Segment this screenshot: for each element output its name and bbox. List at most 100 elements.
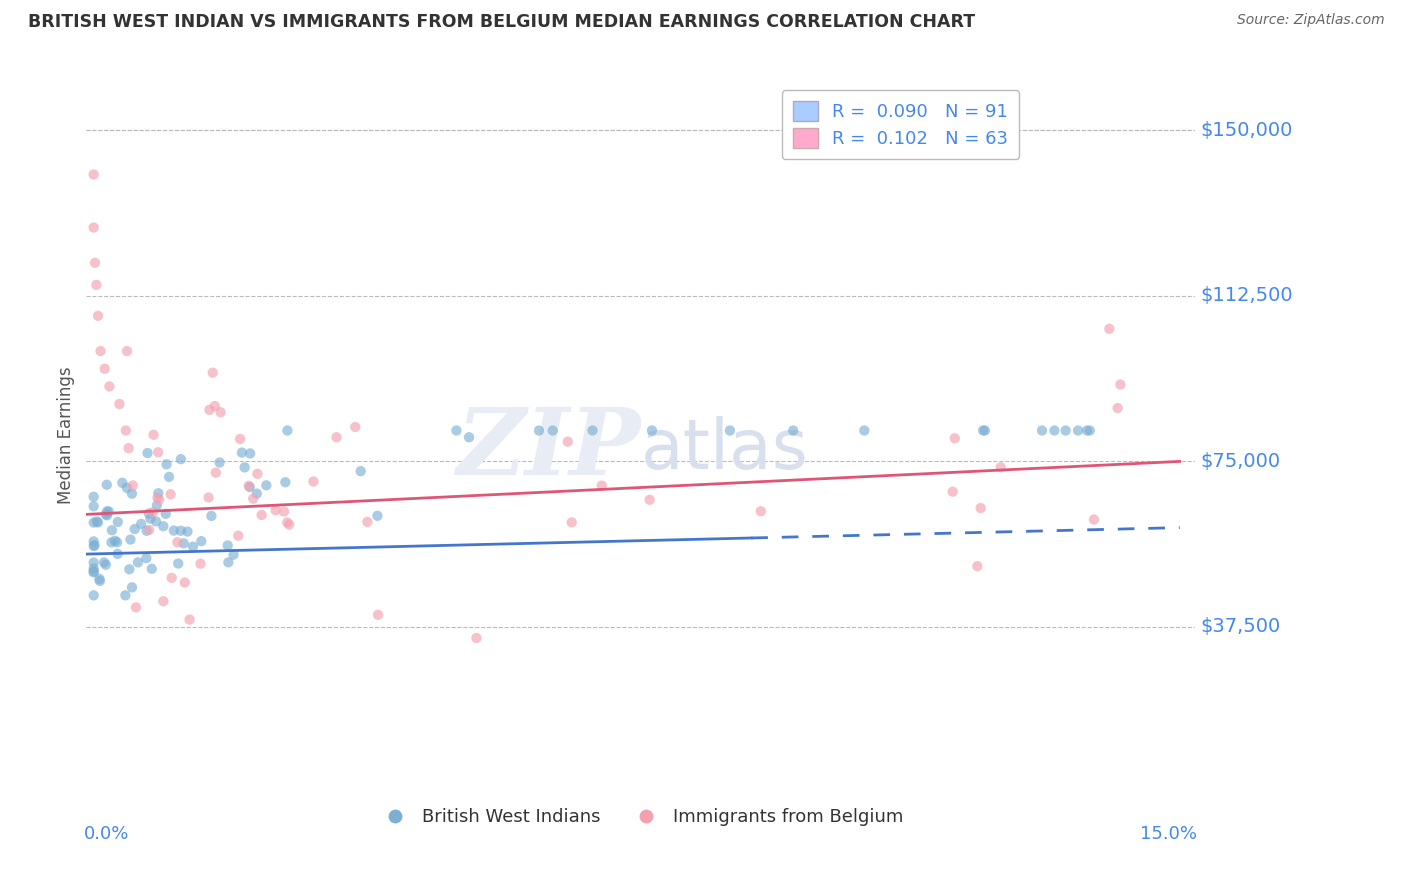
Point bbox=[83, 490, 105, 504]
Point bbox=[229, 432, 252, 446]
Point bbox=[83, 500, 105, 514]
Point bbox=[217, 555, 239, 569]
Point bbox=[139, 511, 162, 525]
Point bbox=[972, 424, 994, 438]
Point bbox=[159, 487, 181, 501]
Point bbox=[1109, 377, 1132, 392]
Point bbox=[83, 588, 105, 602]
Point bbox=[1076, 424, 1098, 438]
Point bbox=[93, 361, 115, 376]
Point bbox=[1067, 424, 1090, 438]
Point bbox=[458, 430, 481, 444]
Point bbox=[170, 452, 193, 467]
Point bbox=[254, 478, 277, 492]
Point bbox=[173, 536, 195, 550]
Point bbox=[233, 460, 256, 475]
Point bbox=[209, 405, 232, 419]
Point bbox=[264, 503, 287, 517]
Point bbox=[115, 481, 138, 495]
Point bbox=[274, 475, 297, 490]
Point bbox=[246, 467, 269, 481]
Point bbox=[718, 424, 741, 438]
Text: $37,500: $37,500 bbox=[1201, 617, 1281, 636]
Point bbox=[129, 516, 152, 531]
Point bbox=[83, 220, 105, 235]
Point bbox=[93, 556, 115, 570]
Point bbox=[204, 399, 226, 413]
Point bbox=[86, 277, 108, 292]
Point bbox=[104, 533, 127, 548]
Point bbox=[239, 446, 262, 460]
Point bbox=[142, 427, 165, 442]
Point bbox=[96, 477, 118, 491]
Point bbox=[167, 557, 190, 571]
Point bbox=[86, 515, 108, 529]
Point bbox=[105, 535, 128, 549]
Point bbox=[160, 571, 183, 585]
Point bbox=[561, 516, 583, 530]
Point bbox=[238, 479, 260, 493]
Point bbox=[1054, 424, 1077, 438]
Point bbox=[853, 424, 876, 438]
Point bbox=[120, 533, 142, 547]
Point bbox=[366, 508, 388, 523]
Point bbox=[1083, 512, 1105, 526]
Text: 15.0%: 15.0% bbox=[1140, 824, 1197, 843]
Point bbox=[97, 504, 120, 518]
Text: BRITISH WEST INDIAN VS IMMIGRANTS FROM BELGIUM MEDIAN EARNINGS CORRELATION CHART: BRITISH WEST INDIAN VS IMMIGRANTS FROM B… bbox=[28, 13, 976, 31]
Point bbox=[83, 168, 105, 182]
Point bbox=[226, 529, 249, 543]
Point bbox=[138, 523, 160, 537]
Point bbox=[87, 309, 110, 323]
Point bbox=[155, 507, 177, 521]
Point bbox=[96, 504, 118, 518]
Point bbox=[107, 515, 129, 529]
Point bbox=[163, 524, 186, 538]
Point bbox=[121, 486, 143, 500]
Point bbox=[782, 424, 804, 438]
Point bbox=[98, 379, 121, 393]
Point bbox=[83, 534, 105, 549]
Point bbox=[142, 505, 165, 519]
Point bbox=[990, 460, 1012, 475]
Point bbox=[96, 508, 118, 523]
Text: 0.0%: 0.0% bbox=[84, 824, 129, 843]
Point bbox=[276, 516, 298, 530]
Point bbox=[966, 559, 988, 574]
Point bbox=[969, 501, 991, 516]
Point bbox=[152, 594, 174, 608]
Point bbox=[581, 424, 603, 438]
Point bbox=[1078, 424, 1101, 438]
Point bbox=[208, 456, 231, 470]
Point bbox=[749, 504, 772, 518]
Point bbox=[145, 515, 167, 529]
Point bbox=[101, 523, 124, 537]
Point bbox=[83, 539, 105, 553]
Point bbox=[350, 464, 373, 478]
Point bbox=[242, 491, 264, 506]
Point bbox=[176, 524, 198, 539]
Point bbox=[89, 572, 111, 586]
Point bbox=[117, 441, 139, 455]
Point bbox=[127, 555, 149, 569]
Point bbox=[239, 480, 262, 494]
Point bbox=[278, 517, 301, 532]
Point bbox=[273, 504, 295, 518]
Legend: British West Indians, Immigrants from Belgium: British West Indians, Immigrants from Be… bbox=[370, 801, 911, 833]
Point bbox=[94, 558, 117, 572]
Text: $150,000: $150,000 bbox=[1201, 121, 1292, 140]
Point bbox=[90, 344, 112, 359]
Point bbox=[197, 491, 219, 505]
Point bbox=[181, 540, 204, 554]
Point bbox=[108, 397, 131, 411]
Point bbox=[527, 424, 550, 438]
Point bbox=[217, 539, 239, 553]
Point bbox=[135, 551, 157, 566]
Text: atlas: atlas bbox=[640, 416, 808, 483]
Point bbox=[344, 420, 367, 434]
Point bbox=[1107, 401, 1129, 415]
Point bbox=[121, 581, 143, 595]
Point bbox=[89, 574, 111, 588]
Point bbox=[155, 458, 177, 472]
Point bbox=[136, 446, 159, 460]
